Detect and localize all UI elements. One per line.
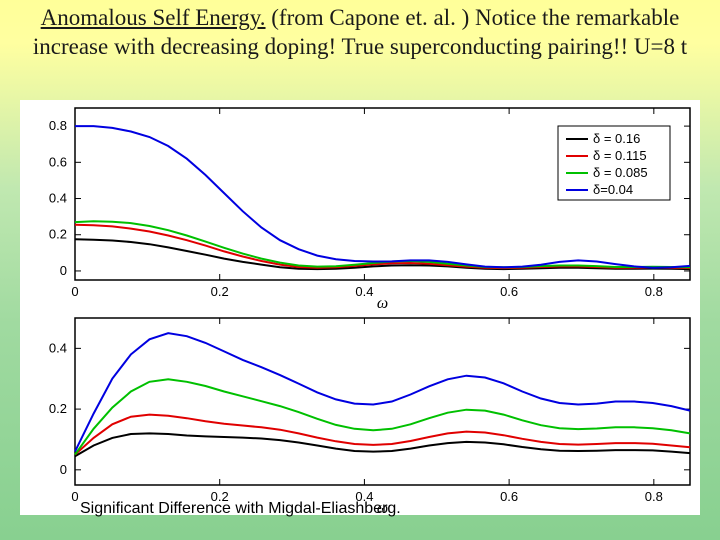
svg-text:δ = 0.115: δ = 0.115 [593,148,647,163]
footer-text: Significant Difference with Migdal-Elias… [80,500,401,518]
title-underlined: Anomalous Self Energy. [41,5,266,30]
svg-text:0.6: 0.6 [500,489,518,504]
svg-text:δ = 0.085: δ = 0.085 [593,165,648,180]
svg-text:0.2: 0.2 [211,284,229,299]
svg-text:0.8: 0.8 [49,118,67,133]
svg-text:0.4: 0.4 [49,191,67,206]
chart-panel-bottom: 00.20.400.20.40.60.8ω [20,310,700,515]
svg-text:0.8: 0.8 [645,489,663,504]
svg-text:0: 0 [60,263,67,278]
svg-text:0.6: 0.6 [500,284,518,299]
chart-area: 0 0.2 0.4 0.6 0.8 0 0.2 0.4 0.6 0.8 ω δ = 0.16 δ = 0… [20,100,700,515]
svg-text:0.6: 0.6 [49,154,67,169]
svg-text:0: 0 [71,284,78,299]
svg-text:0: 0 [71,489,78,504]
svg-text:ω: ω [377,295,388,310]
svg-text:0.4: 0.4 [49,340,67,355]
svg-text:δ = 0.16: δ = 0.16 [593,131,640,146]
svg-text:0: 0 [60,462,67,477]
svg-text:0.4: 0.4 [355,284,373,299]
svg-text:0.8: 0.8 [645,284,663,299]
chart-panel-top: 0 0.2 0.4 0.6 0.8 0 0.2 0.4 0.6 0.8 ω δ = 0.16 δ = 0… [20,100,700,310]
page-title: Anomalous Self Energy. (from Capone et. … [0,0,720,62]
svg-text:δ=0.04: δ=0.04 [593,182,633,197]
svg-text:0.2: 0.2 [49,227,67,242]
svg-text:0.2: 0.2 [49,401,67,416]
